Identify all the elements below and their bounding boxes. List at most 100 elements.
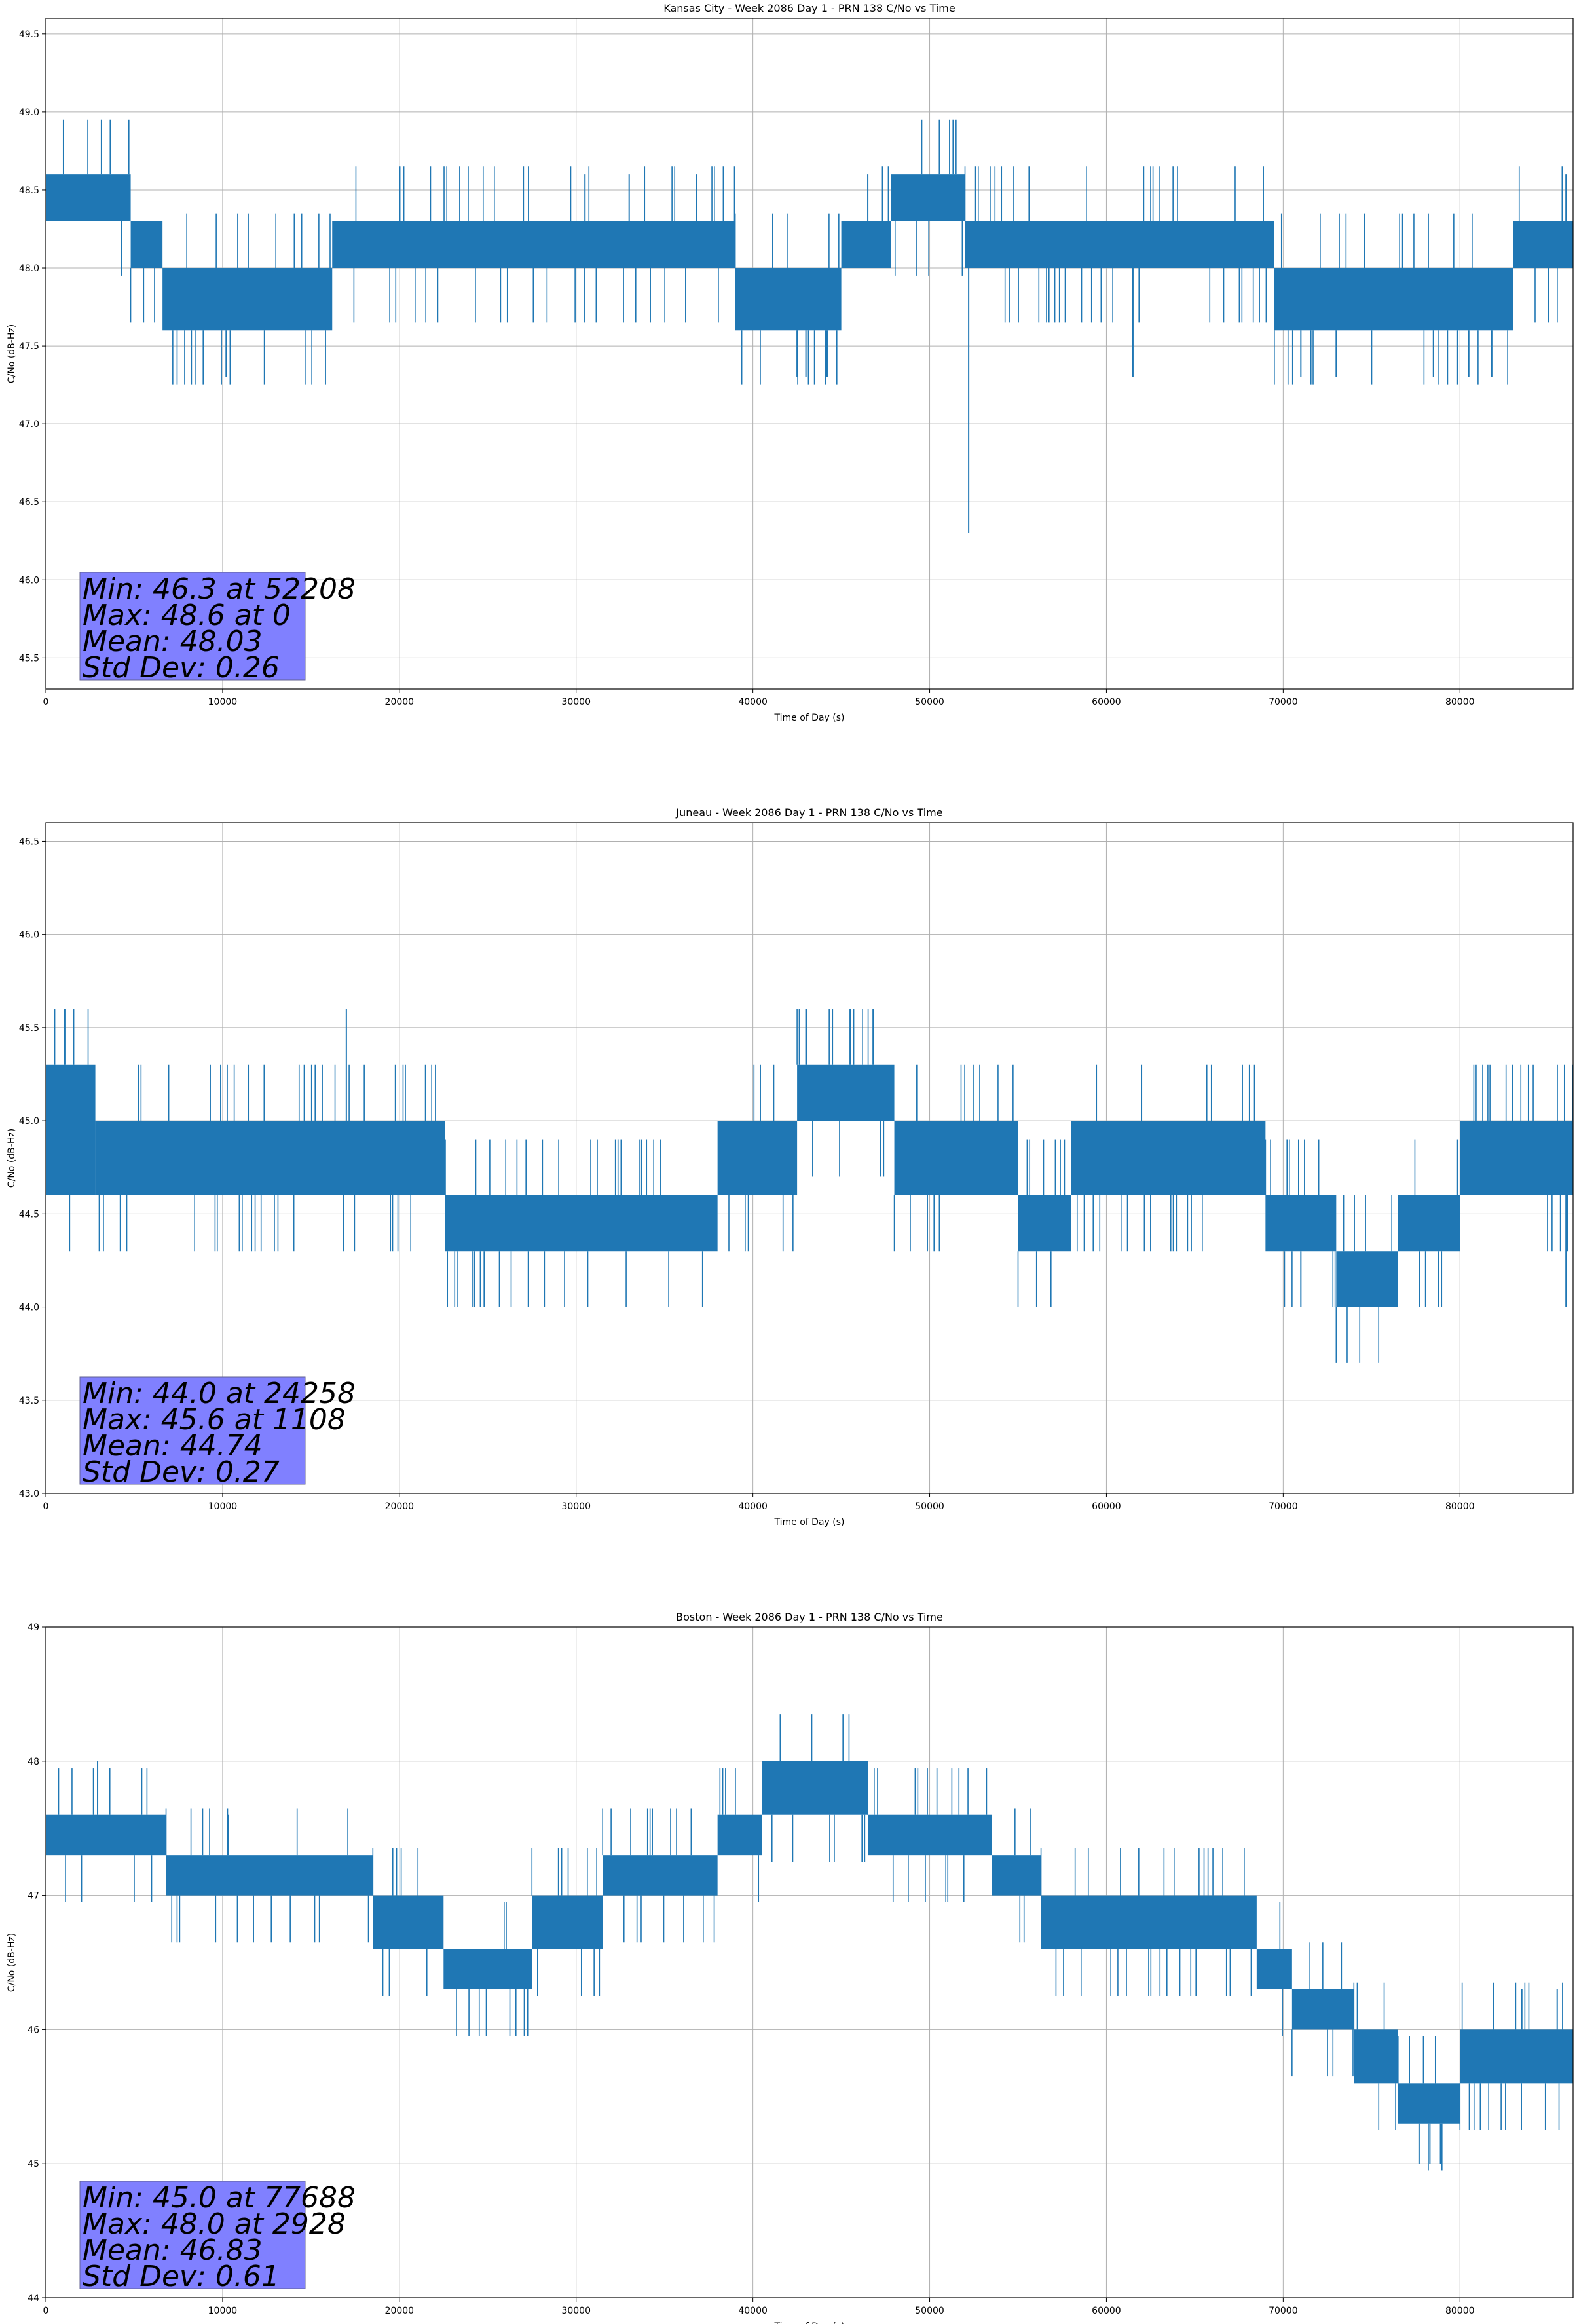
data-band	[1336, 1251, 1398, 1307]
y-tick-label: 48.5	[19, 185, 39, 196]
data-band	[1398, 2083, 1460, 2124]
data-band	[717, 1121, 798, 1195]
stat-mean: Mean: 46.83	[83, 2234, 263, 2267]
data-band	[1274, 268, 1513, 331]
y-axis-label: C/No (dB-Hz)	[7, 1933, 17, 1992]
x-tick-label: 40000	[738, 697, 768, 707]
x-tick-label: 40000	[738, 2306, 768, 2316]
x-tick-label: 80000	[1445, 2306, 1475, 2316]
x-axis-label: Time of Day (s)	[774, 1517, 845, 1527]
data-band	[1071, 1121, 1266, 1195]
y-tick-label: 43.5	[19, 1396, 39, 1406]
x-tick-label: 30000	[561, 1501, 591, 1512]
x-tick-label: 30000	[561, 697, 591, 707]
data-series	[46, 119, 1573, 533]
data-band	[1256, 1949, 1292, 1989]
y-tick-label: 49	[28, 1622, 39, 1633]
x-axis-label: Time of Day (s)	[774, 713, 845, 723]
stat-mean: Mean: 44.74	[83, 1429, 263, 1463]
y-tick-label: 45	[28, 2159, 39, 2169]
chart-title: Kansas City - Week 2086 Day 1 - PRN 138 …	[663, 2, 955, 14]
stat-std: Std Dev: 0.27	[83, 1455, 280, 1489]
stat-min: Min: 46.3 at 52208	[83, 572, 356, 606]
data-band	[717, 1814, 762, 1856]
y-tick-label: 44.5	[19, 1209, 39, 1220]
data-band	[603, 1855, 718, 1896]
stats-box	[79, 1376, 306, 1485]
stat-min: Min: 44.0 at 24258	[83, 1377, 356, 1410]
data-band	[373, 1895, 444, 1949]
y-tick-label: 46.0	[19, 575, 39, 586]
data-band	[1291, 1989, 1354, 2030]
x-tick-label: 80000	[1445, 697, 1475, 707]
x-tick-label: 40000	[738, 1501, 768, 1512]
x-tick-label: 80000	[1445, 1501, 1475, 1512]
y-tick-label: 45.0	[19, 1116, 39, 1127]
data-band	[965, 221, 1274, 269]
x-tick-label: 50000	[915, 1501, 944, 1512]
x-tick-label: 70000	[1269, 697, 1298, 707]
data-band	[1041, 1895, 1257, 1949]
data-band	[1460, 2029, 1573, 2084]
data-band	[1354, 2029, 1398, 2084]
y-tick-label: 45.5	[19, 653, 39, 664]
y-tick-label: 47.5	[19, 341, 39, 352]
x-tick-label: 60000	[1092, 697, 1121, 707]
stats-box	[79, 2181, 306, 2289]
data-band	[162, 268, 333, 331]
data-band	[1513, 221, 1573, 269]
x-axis-label: Time of Day (s)	[774, 2321, 845, 2324]
data-band	[445, 1195, 718, 1252]
data-band	[992, 1855, 1041, 1896]
y-tick-label: 44	[28, 2293, 39, 2304]
y-tick-label: 48.0	[19, 263, 39, 274]
chart-title: Juneau - Week 2086 Day 1 - PRN 138 C/No …	[675, 806, 942, 819]
data-band	[841, 221, 891, 269]
stat-mean: Mean: 48.03	[83, 625, 263, 658]
stat-std: Std Dev: 0.61	[83, 2260, 280, 2293]
data-band	[46, 1814, 166, 1856]
y-tick-label: 49.5	[19, 29, 39, 40]
stats-box	[79, 572, 306, 681]
axes-frame	[45, 18, 1574, 690]
data-band	[95, 1121, 445, 1195]
data-band	[735, 268, 842, 331]
data-series	[46, 1009, 1573, 1363]
y-tick-label: 44.0	[19, 1303, 39, 1313]
x-tick-label: 70000	[1269, 2306, 1298, 2316]
x-tick-label: 10000	[208, 697, 238, 707]
data-series	[46, 1714, 1573, 2171]
chart-title: Boston - Week 2086 Day 1 - PRN 138 C/No …	[676, 1611, 943, 1623]
y-tick-label: 46.5	[19, 836, 39, 847]
axes-frame	[45, 1626, 1574, 2298]
x-tick-label: 20000	[385, 2306, 415, 2316]
chart-panel-1: Kansas City - Week 2086 Day 1 - PRN 138 …	[7, 2, 1574, 723]
data-band	[1265, 1195, 1337, 1252]
x-tick-label: 60000	[1092, 1501, 1121, 1512]
x-tick-label: 0	[43, 697, 49, 707]
data-band	[532, 1895, 603, 1949]
x-tick-label: 50000	[915, 697, 944, 707]
data-band	[1398, 1195, 1460, 1252]
axes-frame	[45, 822, 1574, 1494]
stat-max: Max: 48.6 at 0	[83, 599, 291, 632]
data-band	[762, 1761, 868, 1815]
data-band	[1460, 1121, 1573, 1195]
data-band	[166, 1855, 373, 1896]
x-tick-label: 50000	[915, 2306, 944, 2316]
stat-max: Max: 45.6 at 1108	[83, 1403, 346, 1436]
y-axis-label: C/No (dB-Hz)	[7, 324, 17, 383]
x-tick-label: 30000	[561, 2306, 591, 2316]
chart-panel-3: Boston - Week 2086 Day 1 - PRN 138 C/No …	[7, 1611, 1574, 2324]
chart-panel-2: Juneau - Week 2086 Day 1 - PRN 138 C/No …	[7, 806, 1574, 1527]
y-tick-label: 45.5	[19, 1023, 39, 1034]
x-tick-label: 60000	[1092, 2306, 1121, 2316]
y-tick-label: 46.5	[19, 497, 39, 508]
data-band	[46, 1064, 96, 1195]
data-band	[868, 1814, 992, 1856]
y-tick-label: 49.0	[19, 107, 39, 118]
x-tick-label: 10000	[208, 2306, 238, 2316]
data-band	[797, 1064, 895, 1121]
x-tick-label: 10000	[208, 1501, 238, 1512]
